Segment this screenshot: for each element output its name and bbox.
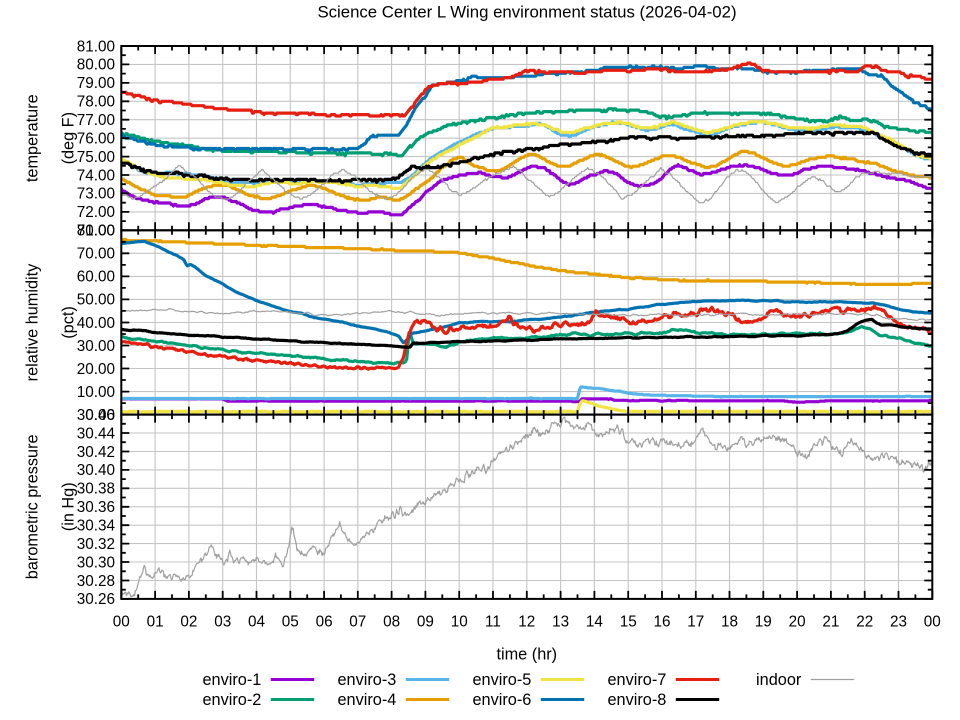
svg-text:30.44: 30.44 (77, 425, 116, 442)
svg-text:30.28: 30.28 (77, 573, 115, 590)
svg-text:19: 19 (755, 613, 772, 630)
svg-text:13: 13 (552, 613, 569, 630)
svg-text:12: 12 (518, 613, 535, 630)
svg-text:11: 11 (485, 613, 501, 630)
svg-text:02: 02 (180, 613, 197, 630)
svg-text:enviro-5: enviro-5 (472, 671, 531, 689)
svg-text:03: 03 (214, 613, 231, 630)
svg-text:75.00: 75.00 (77, 149, 115, 166)
svg-text:22: 22 (856, 613, 873, 630)
svg-text:30.00: 30.00 (77, 338, 115, 355)
svg-text:07: 07 (349, 613, 366, 630)
svg-text:30.26: 30.26 (77, 591, 115, 608)
svg-text:indoor: indoor (756, 671, 802, 689)
svg-text:30.42: 30.42 (77, 444, 115, 461)
svg-text:18: 18 (721, 613, 738, 630)
svg-text:30.36: 30.36 (77, 499, 115, 516)
svg-text:05: 05 (282, 613, 299, 630)
svg-text:(deg F): (deg F) (60, 112, 78, 164)
svg-text:30.34: 30.34 (77, 518, 116, 535)
svg-text:relative humidity: relative humidity (24, 263, 42, 381)
svg-text:08: 08 (383, 613, 400, 630)
svg-text:enviro-2: enviro-2 (202, 691, 261, 709)
svg-text:04: 04 (248, 613, 266, 630)
svg-text:barometric pressure: barometric pressure (24, 434, 42, 579)
svg-text:enviro-1: enviro-1 (202, 671, 261, 689)
svg-text:10: 10 (451, 613, 468, 630)
svg-text:30.32: 30.32 (77, 536, 115, 553)
svg-text:16: 16 (653, 613, 670, 630)
svg-text:50.00: 50.00 (77, 292, 115, 309)
svg-text:14: 14 (586, 613, 604, 630)
svg-text:70.00: 70.00 (77, 246, 115, 263)
svg-text:81.00: 81.00 (77, 38, 115, 55)
svg-text:17: 17 (687, 613, 704, 630)
svg-text:time (hr): time (hr) (496, 645, 557, 663)
svg-text:(in Hg): (in Hg) (60, 482, 78, 531)
svg-text:20.00: 20.00 (77, 361, 115, 378)
svg-text:09: 09 (417, 613, 434, 630)
svg-text:30.38: 30.38 (77, 481, 115, 498)
svg-text:30.46: 30.46 (77, 407, 115, 424)
svg-text:73.00: 73.00 (77, 186, 115, 203)
svg-text:00: 00 (113, 613, 130, 630)
svg-text:60.00: 60.00 (77, 269, 115, 286)
svg-text:0.00: 0.00 (85, 407, 115, 424)
svg-text:21: 21 (822, 613, 839, 630)
svg-text:enviro-6: enviro-6 (472, 691, 531, 709)
svg-text:(pct): (pct) (60, 306, 78, 339)
svg-text:71.00: 71.00 (77, 223, 115, 240)
svg-text:74.00: 74.00 (77, 167, 115, 184)
svg-text:80.00: 80.00 (77, 223, 115, 240)
svg-text:30.30: 30.30 (77, 554, 115, 571)
svg-text:40.00: 40.00 (77, 315, 115, 332)
svg-text:temperature: temperature (24, 94, 42, 182)
svg-text:Science Center L Wing environm: Science Center L Wing environment status… (317, 3, 736, 22)
svg-text:30.40: 30.40 (77, 462, 115, 479)
svg-text:72.00: 72.00 (77, 204, 115, 221)
svg-text:23: 23 (890, 613, 907, 630)
svg-text:enviro-3: enviro-3 (337, 671, 396, 689)
svg-text:00: 00 (924, 613, 941, 630)
svg-text:15: 15 (620, 613, 637, 630)
svg-text:80.00: 80.00 (77, 57, 115, 74)
svg-text:06: 06 (316, 613, 333, 630)
svg-text:79.00: 79.00 (77, 75, 115, 92)
svg-text:enviro-7: enviro-7 (607, 671, 666, 689)
svg-text:enviro-8: enviro-8 (607, 691, 666, 709)
svg-text:78.00: 78.00 (77, 94, 115, 111)
svg-text:01: 01 (147, 613, 164, 630)
svg-text:enviro-4: enviro-4 (337, 691, 396, 709)
svg-text:10.00: 10.00 (77, 384, 115, 401)
svg-text:76.00: 76.00 (77, 131, 115, 148)
svg-text:20: 20 (789, 613, 806, 630)
svg-text:77.00: 77.00 (77, 112, 115, 129)
